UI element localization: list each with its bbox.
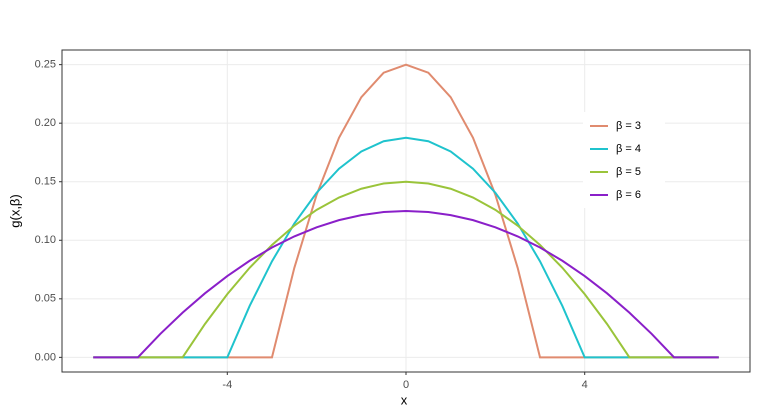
legend-label: β = 6 [616, 189, 641, 201]
y-tick-label: 0.15 [35, 176, 56, 188]
series-line [93, 180, 719, 359]
y-tick-label: 0.20 [35, 117, 56, 129]
x-tick-label: -4 [222, 379, 232, 391]
legend-background [583, 112, 665, 208]
legend-label: β = 3 [616, 120, 641, 132]
legend-label: β = 5 [616, 166, 641, 178]
x-tick-label: 0 [403, 379, 409, 391]
series-line [93, 209, 719, 359]
plot-border [61, 49, 751, 373]
y-tick-label: 0.00 [35, 351, 56, 363]
series-line [93, 136, 719, 359]
y-tick-label: 0.10 [35, 234, 56, 246]
y-axis-title: g(x,β) [7, 194, 22, 227]
legend: β = 3 β = 4 β = 5 β = 6 [583, 112, 665, 208]
x-tick-label: 4 [582, 379, 588, 391]
legend-label: β = 4 [616, 143, 641, 155]
y-tick-label: 0.05 [35, 293, 56, 305]
y-tick-label: 0.25 [35, 59, 56, 71]
x-axis-title: x [401, 392, 408, 407]
